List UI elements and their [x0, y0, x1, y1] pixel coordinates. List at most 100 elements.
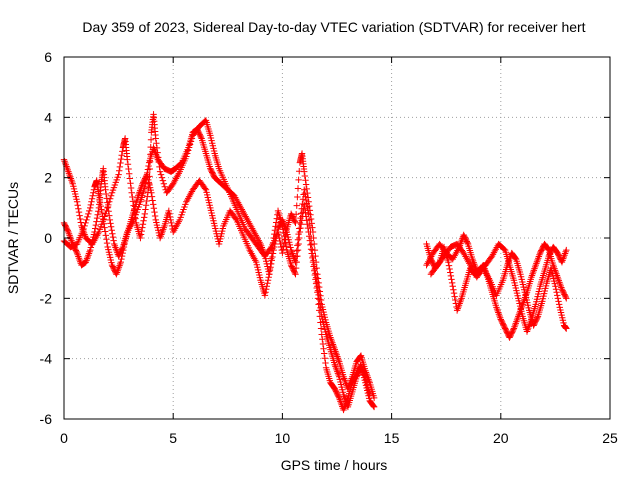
data-point — [563, 325, 570, 332]
data-points — [60, 111, 570, 414]
data-point — [110, 237, 117, 244]
data-point — [126, 175, 134, 182]
data-point — [321, 355, 329, 362]
data-point — [272, 219, 280, 226]
data-point — [309, 258, 317, 266]
data-point — [357, 362, 364, 370]
data-point — [552, 283, 559, 290]
y-axis-label: SDTVAR / TECUs — [5, 182, 21, 294]
data-point — [104, 203, 112, 211]
data-point — [271, 227, 279, 234]
data-point — [269, 245, 276, 252]
data-point — [501, 246, 508, 253]
data-point — [562, 293, 569, 301]
data-point — [301, 205, 309, 212]
x-tick-label: 20 — [493, 430, 509, 446]
data-point — [292, 264, 300, 272]
data-point — [448, 279, 456, 287]
data-point — [153, 139, 160, 147]
data-point — [143, 172, 150, 180]
data-point — [119, 148, 126, 155]
data-point — [129, 198, 137, 205]
data-point — [102, 232, 110, 239]
data-point — [129, 193, 136, 201]
data-point — [370, 402, 377, 410]
data-point — [262, 289, 269, 296]
data-point — [86, 207, 93, 215]
data-point — [107, 220, 114, 227]
data-point — [116, 163, 124, 171]
x-tick-label: 10 — [275, 430, 291, 446]
data-point — [89, 192, 96, 199]
data-point — [450, 289, 458, 297]
data-point — [294, 236, 302, 243]
data-point — [307, 246, 315, 253]
data-point — [302, 181, 310, 188]
data-point — [266, 265, 274, 273]
data-point — [302, 177, 309, 184]
data-point — [142, 202, 150, 209]
data-point — [139, 221, 147, 228]
data-point — [167, 216, 174, 224]
data-point — [302, 209, 309, 216]
data-point — [304, 224, 312, 232]
data-point — [157, 171, 165, 178]
data-point — [118, 252, 126, 260]
data-point — [282, 239, 289, 247]
data-point — [335, 393, 342, 400]
data-point — [144, 166, 152, 173]
data-point — [268, 257, 275, 264]
data-point — [166, 210, 173, 218]
data-point — [232, 215, 239, 222]
data-point — [555, 301, 563, 308]
data-point — [464, 239, 471, 246]
data-point — [160, 180, 168, 187]
data-point — [265, 274, 272, 281]
data-point — [166, 213, 174, 221]
data-point — [446, 265, 453, 273]
data-point — [297, 221, 305, 228]
data-point — [201, 118, 209, 125]
y-tick-label: 6 — [44, 49, 52, 65]
data-point — [306, 233, 313, 240]
data-point — [104, 199, 111, 206]
data-point — [96, 199, 104, 206]
data-point — [534, 314, 541, 321]
data-point — [152, 135, 159, 142]
data-point — [140, 217, 147, 224]
data-point — [308, 240, 315, 248]
data-point — [447, 269, 454, 276]
data-point — [80, 225, 87, 233]
data-point — [103, 236, 110, 243]
data-point — [311, 271, 319, 279]
data-point — [87, 204, 94, 212]
data-point — [321, 350, 328, 357]
data-point — [311, 267, 318, 274]
data-point — [269, 253, 276, 261]
data-point — [92, 225, 99, 232]
data-point — [118, 152, 125, 159]
data-point — [96, 196, 103, 203]
data-point — [102, 186, 109, 193]
data-point — [308, 250, 315, 257]
data-point — [121, 240, 128, 248]
data-point — [320, 345, 327, 352]
data-point — [87, 201, 95, 209]
data-point — [120, 243, 128, 251]
data-point — [168, 219, 175, 227]
data-point — [264, 277, 272, 284]
data-point — [554, 295, 562, 302]
data-point — [318, 331, 325, 338]
data-point — [294, 185, 302, 192]
data-point — [81, 222, 88, 230]
data-point — [553, 289, 560, 296]
data-point — [103, 239, 111, 247]
data-point — [294, 193, 301, 201]
data-point — [312, 276, 319, 283]
data-point — [88, 195, 96, 202]
data-point — [156, 168, 164, 175]
data-point — [147, 136, 155, 143]
data-point — [106, 212, 113, 219]
data-point — [309, 246, 316, 254]
data-point — [301, 172, 309, 180]
